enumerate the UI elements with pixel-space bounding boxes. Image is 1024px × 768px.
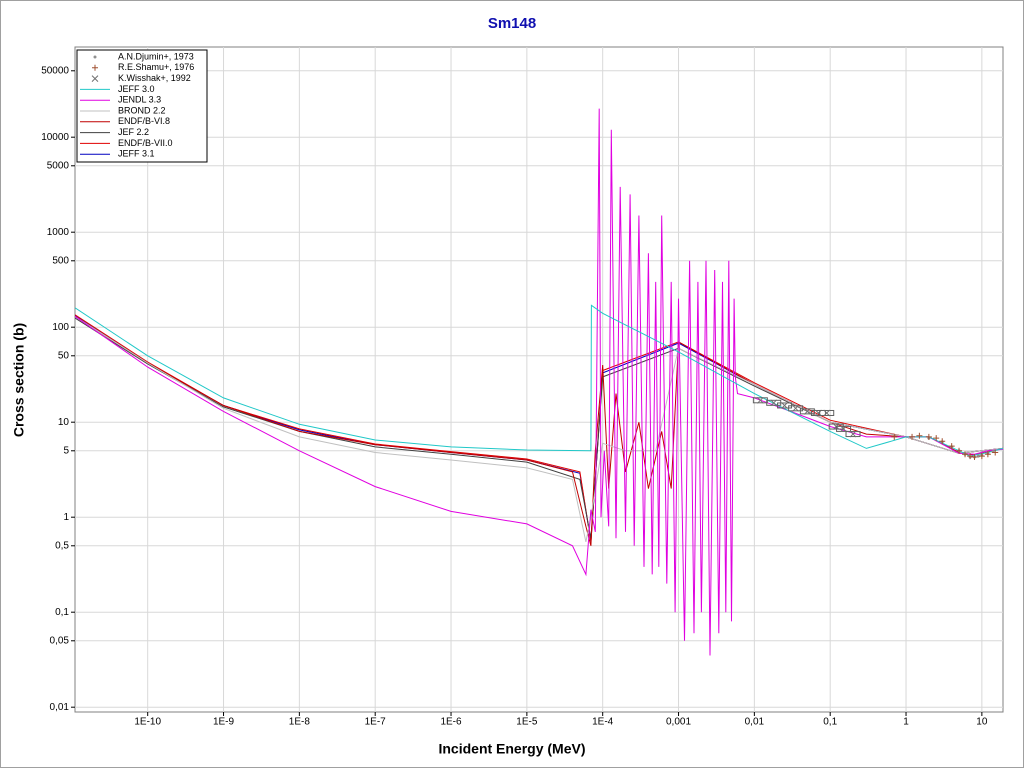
data-point — [823, 409, 831, 417]
series-line — [75, 315, 1003, 546]
data-point — [939, 438, 946, 445]
legend-swatch — [91, 75, 99, 82]
series-line — [75, 108, 1003, 656]
data-point — [978, 453, 985, 460]
legend-label: JEFF 3.0 — [118, 84, 155, 94]
legend-label: R.E.Shamu+, 1976 — [118, 62, 194, 72]
data-point — [909, 433, 916, 440]
data-point — [840, 425, 847, 433]
data-point — [792, 404, 799, 412]
data-point — [781, 402, 788, 409]
y-tick-label: 5 — [63, 445, 69, 456]
y-tick-label: 100 — [52, 322, 69, 333]
data-point — [925, 433, 932, 440]
chart-title: Sm148 — [488, 15, 536, 32]
data-point — [933, 435, 940, 442]
y-tick-label: 50 — [58, 350, 70, 361]
series-layer — [75, 108, 1003, 656]
data-point — [916, 432, 923, 439]
data-box — [810, 409, 826, 416]
x-tick-label: 1E-10 — [134, 717, 161, 728]
legend-label: K.Wisshak+, 1992 — [118, 73, 191, 83]
y-tick-label: 0,5 — [55, 540, 69, 551]
series-line — [75, 315, 1003, 543]
data-box — [836, 425, 852, 432]
data-box — [819, 409, 835, 416]
data-box — [788, 405, 804, 412]
plot-area — [74, 46, 1004, 713]
x-tick-label: 10 — [976, 717, 988, 728]
data-point — [992, 449, 999, 456]
y-tick-label: 1000 — [47, 227, 70, 238]
x-tick-label: 1E-5 — [516, 717, 538, 728]
data-point — [891, 433, 898, 440]
legend-label: ENDF/B-VI.8 — [118, 116, 170, 126]
y-tick-label: 10 — [58, 417, 70, 428]
data-point — [849, 430, 857, 438]
legend-swatch — [93, 55, 97, 59]
x-tick-label: 0,1 — [823, 717, 837, 728]
x-tick-label: 1 — [903, 717, 909, 728]
legend-label: JENDL 3.3 — [118, 95, 161, 105]
data-box — [799, 408, 815, 415]
y-tick-label: 0,05 — [50, 635, 70, 646]
y-axis-label: Cross section (b) — [11, 323, 27, 437]
data-point — [962, 451, 969, 458]
data-box — [845, 431, 861, 438]
y-tick-label: 1 — [63, 512, 69, 523]
legend-label: BROND 2.2 — [118, 105, 166, 115]
x-tick-label: 1E-9 — [213, 717, 235, 728]
legend-label: JEFF 3.1 — [118, 149, 155, 159]
data-point — [984, 451, 991, 458]
legend-swatch — [92, 64, 98, 71]
y-tick-label: 0,1 — [55, 607, 69, 618]
x-tick-label: 1E-6 — [440, 717, 462, 728]
y-tick-label: 5000 — [47, 160, 70, 171]
data-point — [967, 453, 974, 460]
y-tick-label: 50000 — [41, 65, 69, 76]
x-tick-label: 0,01 — [745, 717, 765, 728]
data-point — [804, 408, 811, 415]
data-point — [948, 443, 955, 450]
series-line — [75, 304, 1003, 457]
x-tick-label: 0,001 — [666, 717, 691, 728]
y-tick-label: 0,01 — [50, 702, 70, 713]
x-axis-label: Incident Energy (MeV) — [438, 741, 585, 757]
legend-label: JEF 2.2 — [118, 127, 149, 137]
y-tick-label: 10000 — [41, 132, 69, 143]
legend-label: A.N.Djumin+, 1973 — [118, 51, 194, 61]
y-tick-label: 500 — [52, 255, 69, 266]
data-point — [770, 399, 778, 407]
x-tick-label: 1E-7 — [365, 717, 387, 728]
x-tick-label: 1E-8 — [289, 717, 311, 728]
data-point — [956, 447, 963, 454]
data-point — [971, 454, 978, 461]
x-tick-label: 1E-4 — [592, 717, 614, 728]
data-point — [976, 454, 980, 458]
data-point — [757, 396, 764, 404]
legend-label: ENDF/B-VII.0 — [118, 138, 173, 148]
